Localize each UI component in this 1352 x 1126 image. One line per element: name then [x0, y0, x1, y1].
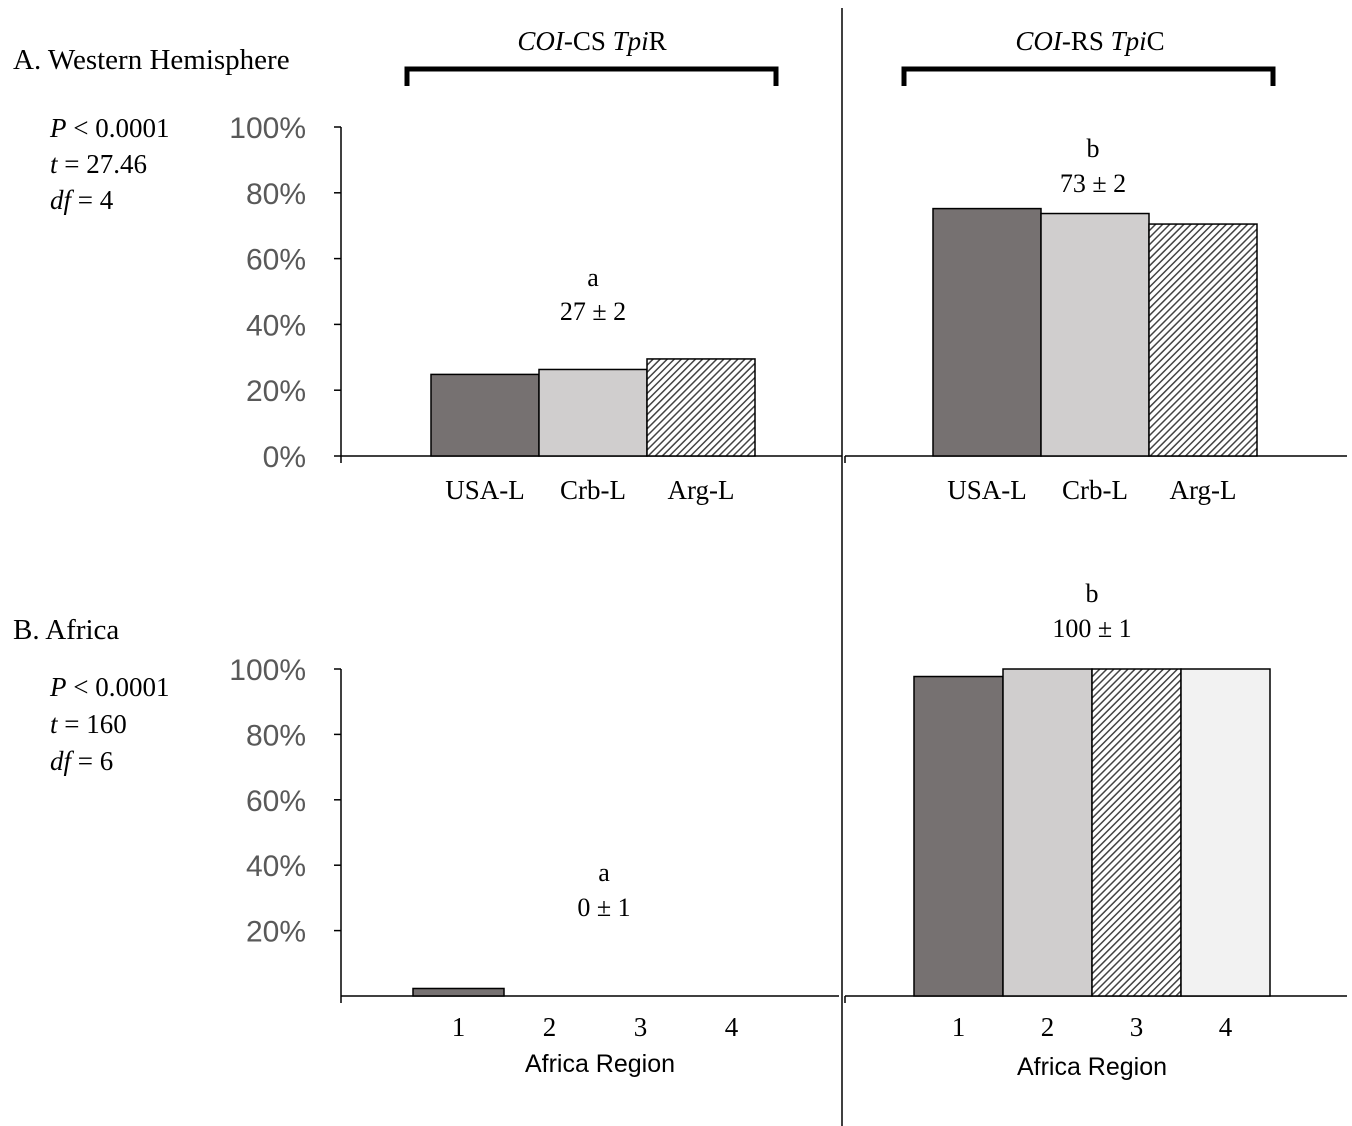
mean-value-label: 27 ± 2	[560, 297, 626, 326]
y-tick-label: 60%	[246, 785, 306, 818]
bar	[932, 207, 1042, 457]
panel-b-df-value: df = 6	[50, 746, 113, 776]
category-label: 3	[634, 1012, 648, 1042]
category-label: 1	[452, 1012, 466, 1042]
category-label: Arg-L	[1170, 475, 1237, 505]
bar	[1148, 223, 1258, 457]
panel-b-right-xlabel: Africa Region	[1017, 1053, 1167, 1081]
significance-letter: a	[587, 263, 599, 292]
category-label: 2	[1041, 1012, 1055, 1042]
category-label: Arg-L	[668, 475, 735, 505]
panel-b-t-value: t = 160	[50, 709, 127, 739]
category-label: 1	[952, 1012, 966, 1042]
y-tick-label: 100%	[229, 654, 306, 687]
y-tick-label: 0%	[263, 441, 306, 474]
bar	[412, 987, 505, 997]
y-tick-label: 80%	[246, 719, 306, 752]
panel-a-title: A. Western Hemisphere	[13, 44, 290, 76]
right-group-label: COI-RS TpiC	[1015, 26, 1164, 56]
panel-b-left-xlabel: Africa Region	[525, 1050, 675, 1078]
significance-letter: a	[598, 858, 610, 887]
mean-value-label: 100 ± 1	[1052, 614, 1131, 643]
significance-letter: b	[1087, 134, 1100, 163]
category-label: Crb-L	[560, 475, 626, 505]
bar	[1180, 668, 1271, 997]
y-tick-label: 80%	[246, 178, 306, 211]
y-tick-label: 20%	[246, 375, 306, 408]
right-group-bracket	[901, 66, 1276, 86]
left-group-label: COI-CS TpiR	[517, 26, 666, 56]
y-tick-label: 20%	[246, 916, 306, 949]
panel-a-t-value: t = 27.46	[50, 149, 147, 179]
bar	[538, 368, 648, 457]
category-label: 4	[725, 1012, 739, 1042]
left-group-bracket	[404, 66, 779, 86]
category-label: 2	[543, 1012, 557, 1042]
y-tick-label: 40%	[246, 309, 306, 342]
category-label: 4	[1219, 1012, 1233, 1042]
mean-value-label: 73 ± 2	[1060, 169, 1126, 198]
panel-a-p-value: P < 0.0001	[49, 113, 169, 143]
significance-letter: b	[1086, 579, 1099, 608]
bar	[1040, 212, 1150, 457]
bar	[430, 373, 540, 457]
mean-value-label: 0 ± 1	[577, 893, 630, 922]
category-label: USA-L	[947, 475, 1027, 505]
y-tick-label: 40%	[246, 850, 306, 883]
bar	[913, 675, 1004, 997]
y-tick-label: 100%	[229, 112, 306, 145]
panel-b-p-value: P < 0.0001	[49, 672, 169, 702]
category-label: Crb-L	[1062, 475, 1128, 505]
panel-b-title: B. Africa	[13, 614, 119, 646]
bar	[1002, 668, 1093, 997]
panel-a-df-value: df = 4	[50, 185, 114, 215]
bar	[646, 358, 756, 457]
y-tick-label: 60%	[246, 244, 306, 277]
category-label: 3	[1130, 1012, 1144, 1042]
bar	[1091, 668, 1182, 997]
category-label: USA-L	[445, 475, 525, 505]
